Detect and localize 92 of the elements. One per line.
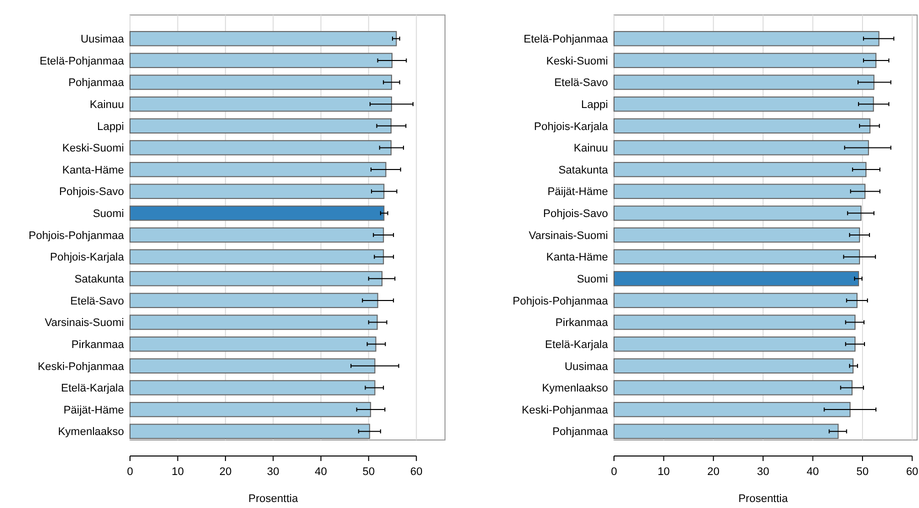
bar	[130, 118, 392, 134]
y-tick-label: Satakunta	[558, 164, 609, 176]
y-tick-label: Päijät-Häme	[547, 186, 608, 198]
y-tick-label: Päijät-Häme	[63, 404, 124, 416]
y-tick-label: Kymenlaakso	[58, 426, 124, 438]
y-tick-label: Etelä-Pohjanmaa	[40, 55, 125, 68]
bar	[130, 31, 397, 46]
x-tick-label: 40	[806, 466, 819, 478]
x-tick-label: 40	[314, 466, 328, 478]
bar	[614, 184, 866, 199]
bar	[614, 227, 860, 243]
bar	[614, 206, 862, 221]
y-tick-label: Varsinais-Suomi	[528, 230, 608, 242]
y-tick-label: Lappi	[581, 98, 608, 111]
bar	[130, 292, 378, 308]
x-tick-label: 10	[658, 466, 670, 478]
y-tick-label: Pohjois-Karjala	[534, 120, 609, 133]
bar	[614, 336, 856, 352]
y-tick-label: Kainuu	[90, 98, 124, 111]
x-tick-label: 50	[362, 466, 375, 478]
bar	[614, 358, 854, 374]
bar	[130, 227, 384, 243]
bar	[614, 402, 851, 418]
bar	[614, 314, 856, 330]
y-tick-label: Pohjois-Savo	[59, 186, 124, 198]
bar	[130, 314, 378, 330]
x-axis-title: Prosenttia	[248, 493, 299, 505]
bar	[130, 336, 376, 352]
bar	[614, 424, 839, 439]
y-tick-label: Uusimaa	[80, 33, 125, 46]
y-tick-label: Satakunta	[74, 273, 125, 286]
y-tick-label: Lappi	[97, 120, 124, 133]
y-tick-label: Etelä-Savo	[70, 295, 124, 308]
x-axis-title: Prosenttia	[738, 493, 789, 505]
bar	[130, 402, 372, 418]
y-tick-label: Pohjois-Savo	[543, 208, 608, 220]
bar	[130, 271, 382, 286]
y-tick-label: Pohjois-Karjala	[50, 252, 125, 264]
bar	[130, 206, 384, 221]
y-tick-label: Kymenlaakso	[542, 382, 608, 395]
x-tick-label: 0	[610, 466, 618, 478]
bar	[130, 140, 392, 156]
y-tick-label: Keski-Pohjanmaa	[522, 404, 609, 416]
y-tick-label: Varsinais-Suomi	[44, 317, 124, 330]
y-tick-label: Pohjanmaa	[68, 77, 125, 90]
bar	[614, 74, 874, 90]
y-tick-label: Pirkanmaa	[555, 317, 609, 330]
x-tick-label: 30	[267, 466, 280, 478]
bar	[130, 52, 393, 68]
bar	[614, 380, 853, 396]
bar	[130, 424, 370, 439]
y-tick-label: Kanta-Häme	[62, 164, 124, 176]
y-tick-label: Keski-Suomi	[546, 55, 608, 68]
y-tick-label: Pohjanmaa	[552, 426, 609, 438]
y-tick-label: Suomi	[92, 208, 124, 220]
x-tick-label: 10	[172, 466, 184, 478]
y-tick-label: Etelä-Savo	[554, 77, 608, 90]
bar	[130, 380, 376, 396]
bar	[614, 140, 869, 156]
y-tick-label: Suomi	[576, 273, 608, 286]
y-tick-label: Uusimaa	[564, 360, 609, 373]
y-tick-label: Etelä-Karjala	[61, 382, 125, 395]
y-tick-label: Keski-Suomi	[62, 142, 124, 155]
bar	[130, 358, 376, 374]
bar	[614, 31, 880, 46]
bar	[614, 52, 876, 68]
y-tick-label: Kainuu	[574, 142, 608, 155]
y-tick-label: Kanta-Häme	[546, 252, 608, 264]
x-tick-label: 20	[707, 466, 720, 478]
y-tick-label: Pohjois-Pohjanmaa	[512, 295, 609, 308]
x-tick-label: 20	[219, 466, 232, 478]
x-tick-label: 50	[856, 466, 869, 478]
bar	[614, 271, 860, 286]
bar	[614, 249, 860, 264]
y-tick-label: Keski-Pohjanmaa	[38, 360, 125, 373]
bar	[614, 292, 858, 308]
y-tick-label: Pirkanmaa	[71, 338, 125, 351]
y-tick-label: Etelä-Pohjanmaa	[524, 33, 609, 46]
bar	[614, 118, 870, 134]
x-tick-label: 30	[756, 466, 770, 478]
x-tick-label: 0	[126, 466, 134, 478]
y-tick-label: Pohjois-Pohjanmaa	[28, 230, 125, 242]
bar	[130, 96, 392, 112]
bar	[614, 96, 874, 112]
bar	[130, 162, 386, 178]
bar	[130, 184, 384, 199]
bar	[614, 162, 866, 178]
y-tick-label: Etelä-Karjala	[545, 338, 609, 351]
bar	[130, 74, 392, 90]
x-tick-label: 60	[410, 466, 422, 478]
x-tick-label: 60	[906, 466, 918, 478]
bar	[130, 249, 384, 264]
